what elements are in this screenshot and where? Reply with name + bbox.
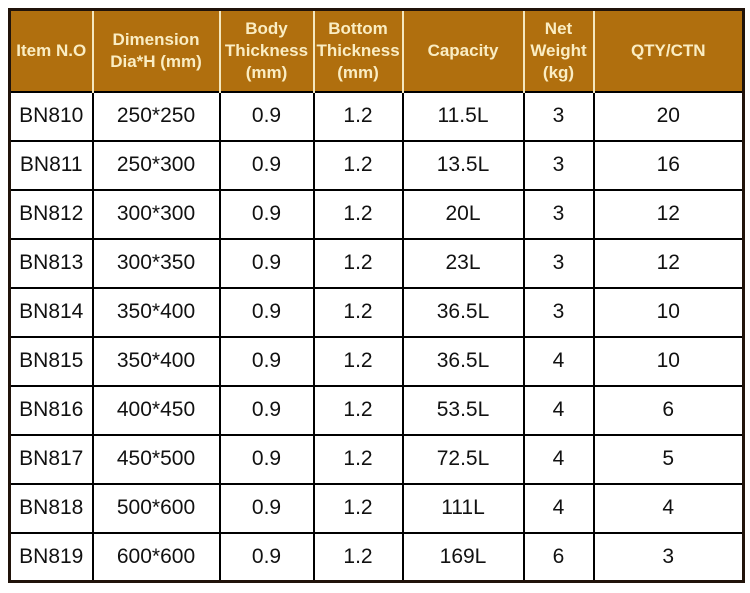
header-cell-bottom-thickness: Bottom Thickness (mm) xyxy=(312,9,403,92)
header-cell-dimension: Dimension Dia*H (mm) xyxy=(91,9,220,92)
cell-item-no: BN819 xyxy=(8,531,94,583)
cell-qty-ctn: 16 xyxy=(592,139,745,191)
cell-capacity: 20L xyxy=(401,188,525,240)
header-cell-qty-ctn: QTY/CTN xyxy=(592,9,744,92)
cell-net-weight: 4 xyxy=(522,433,595,485)
cell-bottom-thickness: 1.2 xyxy=(312,384,404,436)
cell-net-weight: 4 xyxy=(522,482,595,534)
cell-body-thickness: 0.9 xyxy=(218,433,315,485)
cell-item-no: BN817 xyxy=(8,433,94,485)
cell-capacity: 169L xyxy=(401,531,525,583)
cell-bottom-thickness: 1.2 xyxy=(312,531,404,583)
cell-item-no: BN815 xyxy=(8,335,94,387)
cell-qty-ctn: 6 xyxy=(592,384,745,436)
table-row: BN812 300*300 0.9 1.2 20L 3 12 xyxy=(8,188,745,240)
table-row: BN810 250*250 0.9 1.2 11.5L 3 20 xyxy=(8,90,745,142)
table-body: BN810 250*250 0.9 1.2 11.5L 3 20 BN811 250*300 0.… xyxy=(8,90,745,583)
table-row: BN815 350*400 0.9 1.2 36.5L 4 10 xyxy=(8,335,745,387)
cell-net-weight: 3 xyxy=(522,139,595,191)
table-row: BN813 300*350 0.9 1.2 23L 3 12 xyxy=(8,237,745,289)
cell-qty-ctn: 4 xyxy=(592,482,745,534)
header-cell-net-weight: Net Weight (kg) xyxy=(522,9,594,92)
cell-body-thickness: 0.9 xyxy=(218,384,315,436)
cell-capacity: 72.5L xyxy=(401,433,525,485)
cell-body-thickness: 0.9 xyxy=(218,531,315,583)
cell-item-no: BN811 xyxy=(8,139,94,191)
cell-net-weight: 4 xyxy=(522,335,595,387)
table-row: BN816 400*450 0.9 1.2 53.5L 4 6 xyxy=(8,384,745,436)
cell-dimension: 300*350 xyxy=(91,237,221,289)
table-row: BN811 250*300 0.9 1.2 13.5L 3 16 xyxy=(8,139,745,191)
header-row: Item N.O Dimension Dia*H (mm) Body Thick… xyxy=(9,9,744,92)
table-row: BN818 500*600 0.9 1.2 111L 4 4 xyxy=(8,482,745,534)
cell-dimension: 250*250 xyxy=(91,90,221,142)
cell-dimension: 600*600 xyxy=(91,531,221,583)
cell-bottom-thickness: 1.2 xyxy=(312,188,404,240)
table-header: Item N.O Dimension Dia*H (mm) Body Thick… xyxy=(9,9,744,92)
cell-body-thickness: 0.9 xyxy=(218,90,315,142)
cell-bottom-thickness: 1.2 xyxy=(312,433,404,485)
cell-item-no: BN810 xyxy=(8,90,94,142)
cell-bottom-thickness: 1.2 xyxy=(312,90,404,142)
cell-dimension: 400*450 xyxy=(91,384,221,436)
cell-qty-ctn: 5 xyxy=(592,433,745,485)
cell-qty-ctn: 12 xyxy=(592,237,745,289)
cell-dimension: 250*300 xyxy=(91,139,221,191)
cell-net-weight: 4 xyxy=(522,384,595,436)
cell-body-thickness: 0.9 xyxy=(218,188,315,240)
cell-dimension: 300*300 xyxy=(91,188,221,240)
cell-qty-ctn: 10 xyxy=(592,286,745,338)
cell-bottom-thickness: 1.2 xyxy=(312,286,404,338)
cell-bottom-thickness: 1.2 xyxy=(312,237,404,289)
header-cell-capacity: Capacity xyxy=(401,9,524,92)
cell-bottom-thickness: 1.2 xyxy=(312,335,404,387)
product-spec-table: Item N.O Dimension Dia*H (mm) Body Thick… xyxy=(8,8,745,583)
cell-dimension: 450*500 xyxy=(91,433,221,485)
cell-item-no: BN816 xyxy=(8,384,94,436)
cell-capacity: 53.5L xyxy=(401,384,525,436)
cell-body-thickness: 0.9 xyxy=(218,237,315,289)
cell-item-no: BN818 xyxy=(8,482,94,534)
cell-capacity: 111L xyxy=(401,482,525,534)
cell-body-thickness: 0.9 xyxy=(218,335,315,387)
cell-capacity: 36.5L xyxy=(401,335,525,387)
cell-qty-ctn: 12 xyxy=(592,188,745,240)
cell-item-no: BN813 xyxy=(8,237,94,289)
cell-body-thickness: 0.9 xyxy=(218,286,315,338)
cell-dimension: 350*400 xyxy=(91,286,221,338)
cell-body-thickness: 0.9 xyxy=(218,139,315,191)
cell-net-weight: 6 xyxy=(522,531,595,583)
cell-dimension: 350*400 xyxy=(91,335,221,387)
header-cell-item-no: Item N.O xyxy=(9,9,93,92)
header-cell-body-thickness: Body Thickness (mm) xyxy=(218,9,314,92)
cell-body-thickness: 0.9 xyxy=(218,482,315,534)
cell-capacity: 23L xyxy=(401,237,525,289)
cell-dimension: 500*600 xyxy=(91,482,221,534)
table-row: BN819 600*600 0.9 1.2 169L 6 3 xyxy=(8,531,745,583)
cell-bottom-thickness: 1.2 xyxy=(312,482,404,534)
cell-qty-ctn: 20 xyxy=(592,90,745,142)
cell-qty-ctn: 10 xyxy=(592,335,745,387)
cell-net-weight: 3 xyxy=(522,237,595,289)
cell-net-weight: 3 xyxy=(522,188,595,240)
cell-item-no: BN812 xyxy=(8,188,94,240)
cell-item-no: BN814 xyxy=(8,286,94,338)
cell-capacity: 36.5L xyxy=(401,286,525,338)
cell-net-weight: 3 xyxy=(522,90,595,142)
cell-capacity: 11.5L xyxy=(401,90,525,142)
cell-bottom-thickness: 1.2 xyxy=(312,139,404,191)
table-row: BN814 350*400 0.9 1.2 36.5L 3 10 xyxy=(8,286,745,338)
cell-net-weight: 3 xyxy=(522,286,595,338)
table-row: BN817 450*500 0.9 1.2 72.5L 4 5 xyxy=(8,433,745,485)
cell-qty-ctn: 3 xyxy=(592,531,745,583)
cell-capacity: 13.5L xyxy=(401,139,525,191)
